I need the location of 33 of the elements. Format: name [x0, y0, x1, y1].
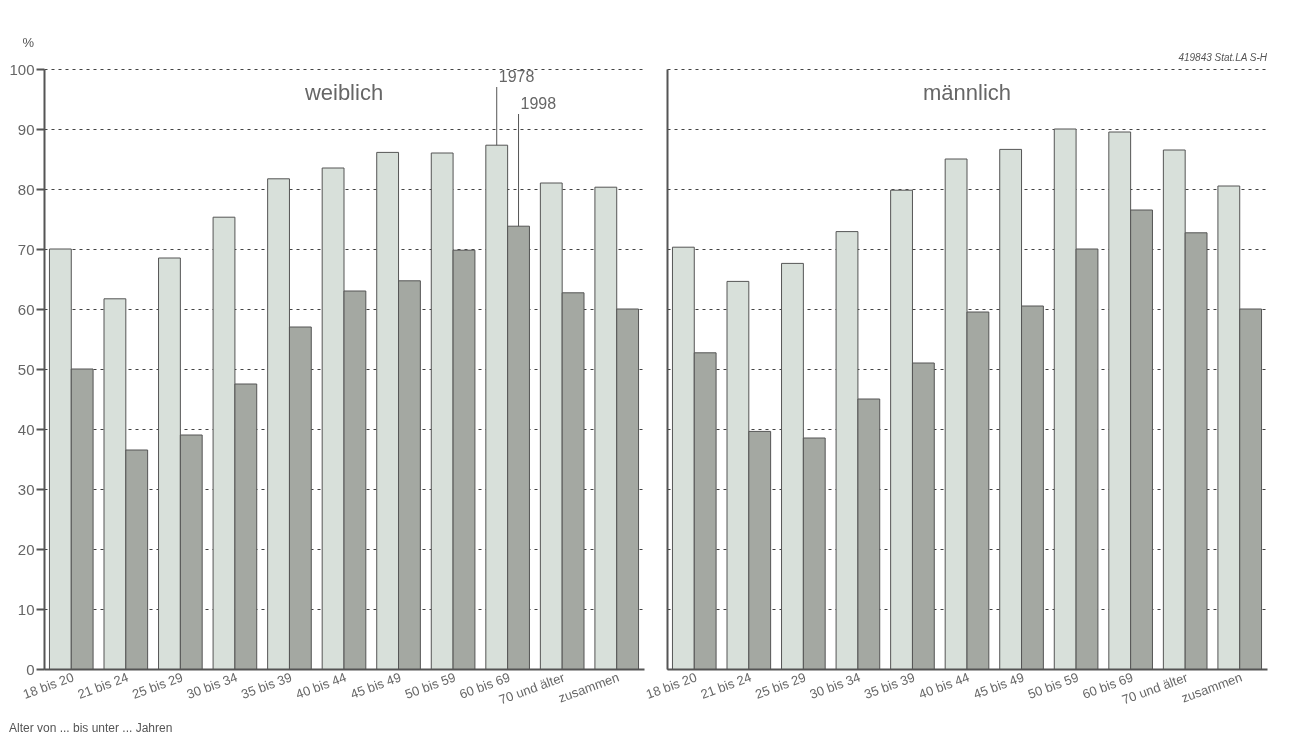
- x-tick-label: 30 bis 34: [184, 669, 240, 702]
- x-tick-label: 50 bis 59: [402, 669, 458, 702]
- x-tick-label: 45 bis 49: [971, 669, 1026, 702]
- x-tick-label: 30 bis 34: [807, 669, 863, 702]
- text: männlich: [922, 80, 1012, 105]
- y-tick-label: 60: [17, 300, 35, 318]
- x-tick-label: 50 bis 59: [1025, 669, 1081, 702]
- y-tick-label: 0: [26, 660, 35, 678]
- x-tick-label: 45 bis 49: [348, 669, 403, 702]
- y-tick-label: 80: [17, 180, 35, 198]
- y-tick-label: 40: [17, 420, 35, 438]
- x-tick-label: 21 bis 24: [698, 669, 754, 702]
- x-axis-title: Alter von ... bis unter ... Jahren: [8, 720, 173, 735]
- x-tick-label: 40 bis 44: [293, 669, 349, 702]
- x-tick-label: 25 bis 29: [130, 669, 185, 702]
- y-tick-label: 10: [17, 600, 35, 618]
- x-tick-label: 18 bis 20: [644, 669, 699, 702]
- text: 1978: [498, 68, 535, 85]
- y-tick-label: 90: [17, 120, 35, 138]
- x-tick-label: 35 bis 39: [862, 669, 917, 702]
- y-axis-title: %: [22, 34, 35, 50]
- text: 419843 Stat.LA S-H: [1178, 52, 1268, 63]
- y-tick-label: 50: [17, 360, 35, 378]
- y-tick-label: 20: [17, 540, 35, 558]
- text: weiblich: [303, 80, 384, 105]
- text: 1998: [520, 95, 557, 112]
- x-tick-label: 25 bis 29: [753, 669, 808, 702]
- y-tick-label: 70: [17, 240, 35, 258]
- y-tick-label: 30: [17, 480, 35, 498]
- x-tick-label: 35 bis 39: [239, 669, 294, 702]
- y-tick-label: 100: [9, 60, 35, 78]
- x-tick-label: 21 bis 24: [75, 669, 131, 702]
- x-tick-label: 40 bis 44: [916, 669, 972, 702]
